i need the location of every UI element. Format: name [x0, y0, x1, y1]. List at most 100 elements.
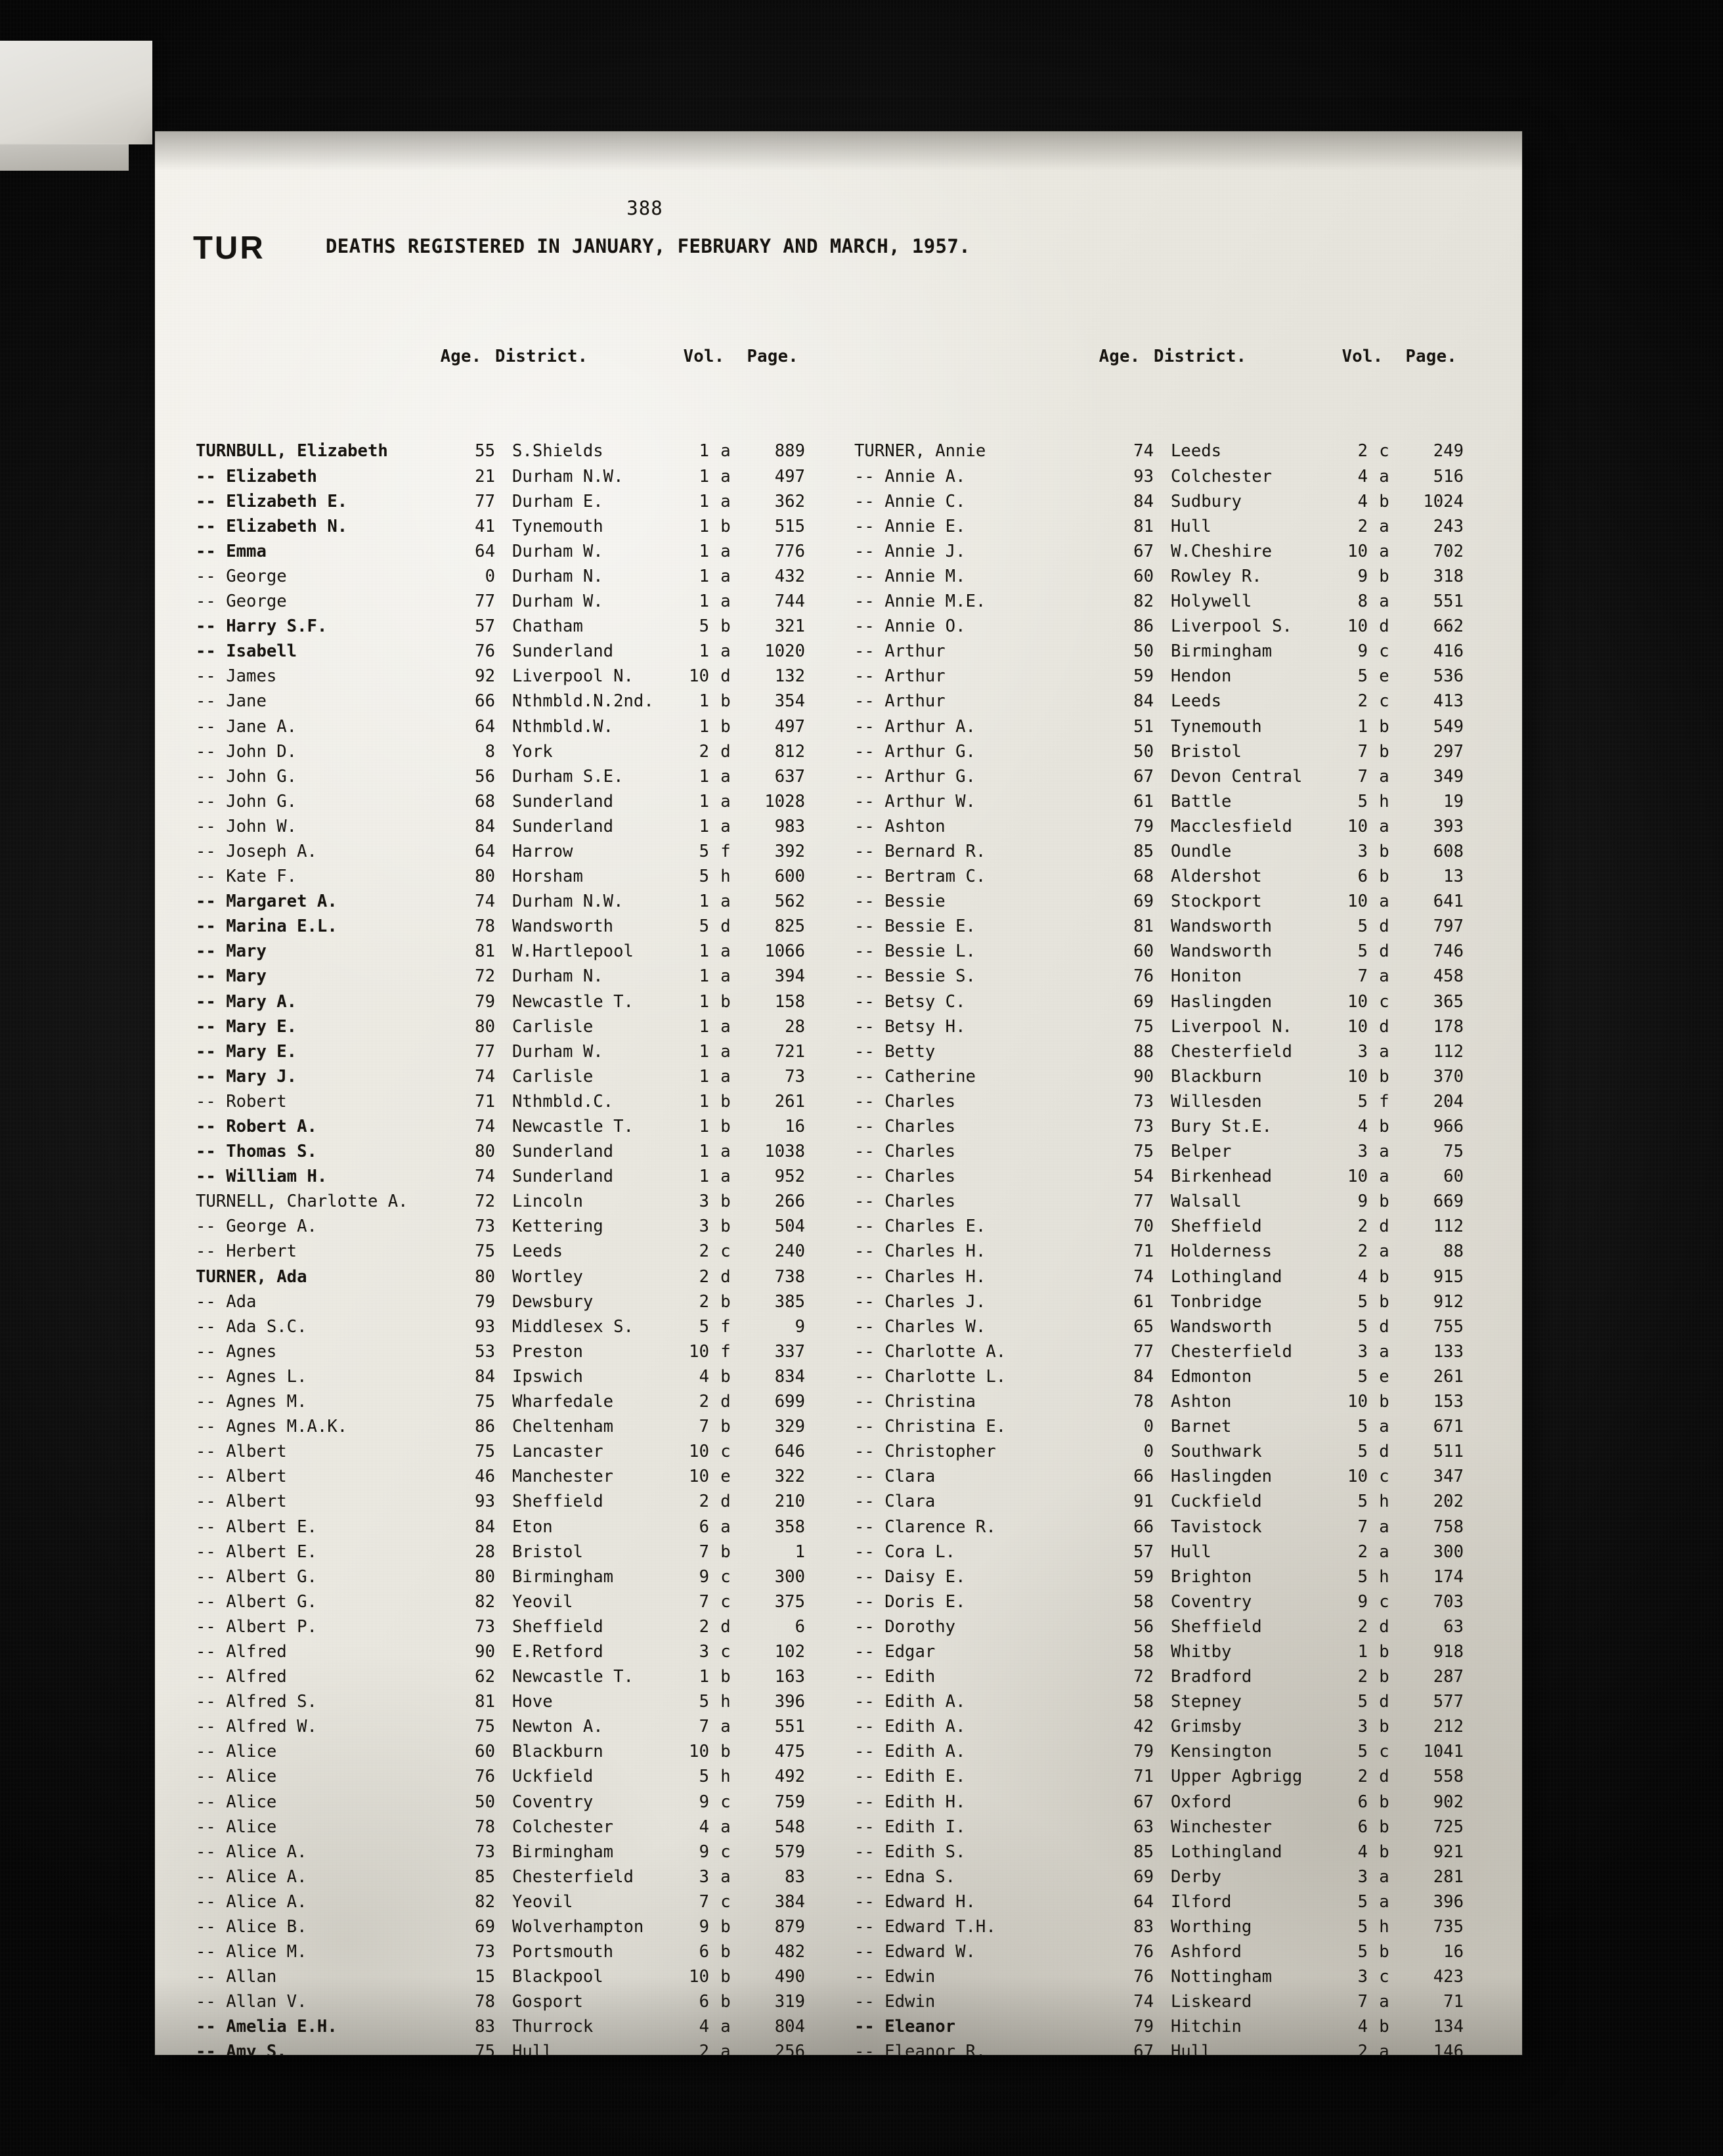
entry-page: 210 — [774, 1492, 805, 1512]
entry-volume: 5 — [699, 1767, 709, 1787]
entry-district: Cuckfield — [1171, 1492, 1262, 1512]
entry-age: 81 — [1133, 916, 1154, 937]
index-entry-row: -- Annie O. 86 Liverpool S. 10 d 662 — [854, 614, 1464, 639]
entry-district: Sheffield — [512, 1492, 603, 1512]
entry-name: -- Agnes — [196, 1341, 277, 1362]
entry-volume-letter: h — [720, 867, 731, 887]
entry-name: -- Margaret A. — [196, 892, 338, 912]
entry-page: 721 — [774, 1041, 805, 1062]
entry-volume-letter: d — [720, 1392, 731, 1412]
entry-age: 75 — [475, 1442, 495, 1462]
entry-age: 41 — [475, 516, 495, 536]
index-entry-row: -- Doris E. 58 Coventry 9 c 703 — [854, 1589, 1464, 1614]
header-district: District. — [1154, 347, 1247, 367]
entry-volume: 6 — [699, 1942, 709, 1962]
entry-name: -- Charles — [854, 1192, 956, 1212]
entry-volume-letter: a — [720, 441, 731, 462]
entry-volume: 1 — [699, 991, 709, 1012]
entry-volume-letter: a — [1379, 516, 1389, 536]
entry-name: -- Albert P. — [196, 1616, 317, 1637]
entry-volume: 2 — [1357, 441, 1368, 462]
index-entry-row: -- Alice 78 Colchester 4 a 548 — [196, 1815, 805, 1840]
entry-name: -- John G. — [196, 791, 297, 811]
entry-volume: 1 — [699, 892, 709, 912]
entry-age: 83 — [475, 2017, 495, 2037]
entry-age: 74 — [475, 892, 495, 912]
entry-district: Blackburn — [1171, 1066, 1262, 1087]
entry-district: Wandsworth — [1171, 916, 1273, 937]
entry-district: Willesden — [1171, 1091, 1262, 1111]
entry-district: Tynemouth — [1171, 716, 1262, 737]
entry-page: 600 — [774, 867, 805, 887]
entry-volume: 7 — [1357, 1992, 1368, 2012]
entry-volume-letter: a — [720, 1866, 731, 1887]
entry-age: 81 — [475, 941, 495, 962]
entry-volume: 9 — [1357, 1591, 1368, 1612]
entry-volume: 2 — [1357, 1542, 1368, 1562]
entry-district: Durham N. — [512, 966, 603, 987]
entry-volume-letter: a — [720, 466, 731, 486]
entry-name: TURNELL, Charlotte A. — [196, 1192, 408, 1212]
entry-volume-letter: b — [720, 1366, 731, 1387]
entry-name: -- Annie M. — [854, 566, 966, 586]
entry-page: 362 — [774, 491, 805, 511]
entry-name: -- Charles H. — [854, 1241, 986, 1262]
index-entry-row: -- Charles 75 Belper 3 a 75 — [854, 1139, 1464, 1164]
entry-district: Sunderland — [512, 641, 614, 662]
entry-volume-letter: c — [720, 1842, 731, 1862]
entry-name: -- Agnes M. — [196, 1392, 307, 1412]
entry-volume-letter: a — [1379, 892, 1389, 912]
index-entry-row: -- Kate F. 80 Horsham 5 h 600 — [196, 864, 805, 889]
entry-volume: 5 — [1357, 1891, 1368, 1912]
entry-district: Hove — [512, 1692, 553, 1712]
entry-district: Harrow — [512, 841, 573, 861]
entry-page: 73 — [785, 1066, 805, 1087]
entry-volume-letter: d — [720, 1492, 731, 1512]
entry-district: Grimsby — [1171, 1717, 1242, 1737]
entry-district: Macclesfield — [1171, 816, 1292, 836]
entry-volume: 5 — [1357, 1291, 1368, 1312]
entry-volume: 5 — [1357, 1917, 1368, 1937]
index-entry-row: -- Edith I. 63 Winchester 6 b 725 — [854, 1815, 1464, 1840]
index-entry-row: -- Alfred 90 E.Retford 3 c 102 — [196, 1639, 805, 1664]
entry-age: 73 — [475, 1942, 495, 1962]
entry-volume: 7 — [699, 1417, 709, 1437]
entry-page: 300 — [774, 1566, 805, 1587]
entry-district: Ipswich — [512, 1366, 583, 1387]
entry-page: 300 — [1433, 1542, 1464, 1562]
entry-district: Haslingden — [1171, 991, 1273, 1012]
entry-name: -- Eleanor R. — [854, 2042, 986, 2055]
entry-volume: 10 — [689, 666, 709, 687]
index-entry-row: -- Daisy E. 59 Brighton 5 h 174 — [854, 1564, 1464, 1589]
entry-name: -- Eleanor — [854, 2017, 956, 2037]
entry-volume: 9 — [1357, 641, 1368, 662]
entry-volume: 3 — [1357, 841, 1368, 861]
index-entry-row: -- Bessie E. 81 Wandsworth 5 d 797 — [854, 914, 1464, 939]
entry-volume-letter: b — [720, 1417, 731, 1437]
entry-page: 347 — [1433, 1467, 1464, 1487]
index-entry-row: -- Alice 76 Uckfield 5 h 492 — [196, 1764, 805, 1789]
index-entry-row: -- Herbert 75 Leeds 2 c 240 — [196, 1239, 805, 1264]
entry-volume: 4 — [1357, 1117, 1368, 1136]
entry-volume: 1 — [699, 1016, 709, 1037]
entry-district: Coventry — [512, 1792, 594, 1812]
entry-name: -- Arthur — [854, 641, 946, 662]
entry-name: -- Harry S.F. — [196, 616, 328, 637]
entry-age: 51 — [1133, 716, 1154, 737]
entry-district: Holywell — [1171, 592, 1252, 612]
entry-volume: 10 — [1347, 1066, 1368, 1087]
index-entry-row: -- Charles H. 71 Holderness 2 a 88 — [854, 1239, 1464, 1264]
entry-age: 0 — [1143, 1417, 1154, 1437]
entry-volume: 4 — [1357, 466, 1368, 486]
entry-page: 28 — [785, 1016, 805, 1037]
index-column-right: Age. District. Vol. Page. TURNER, Annie 7… — [854, 294, 1464, 2055]
entry-district: Stockport — [1171, 892, 1262, 912]
index-entry-row: -- William H. 74 Sunderland 1 a 952 — [196, 1164, 805, 1189]
entry-district: E.Retford — [512, 1641, 603, 1662]
entry-name: -- Agnes M.A.K. — [196, 1417, 348, 1437]
entry-name: -- Jane — [196, 691, 267, 712]
entry-age: 64 — [475, 541, 495, 561]
entry-volume-letter: d — [1379, 1217, 1389, 1237]
index-entry-row: -- Edward H. 64 Ilford 5 a 396 — [854, 1889, 1464, 1914]
entry-name: -- Ada S.C. — [196, 1316, 307, 1337]
